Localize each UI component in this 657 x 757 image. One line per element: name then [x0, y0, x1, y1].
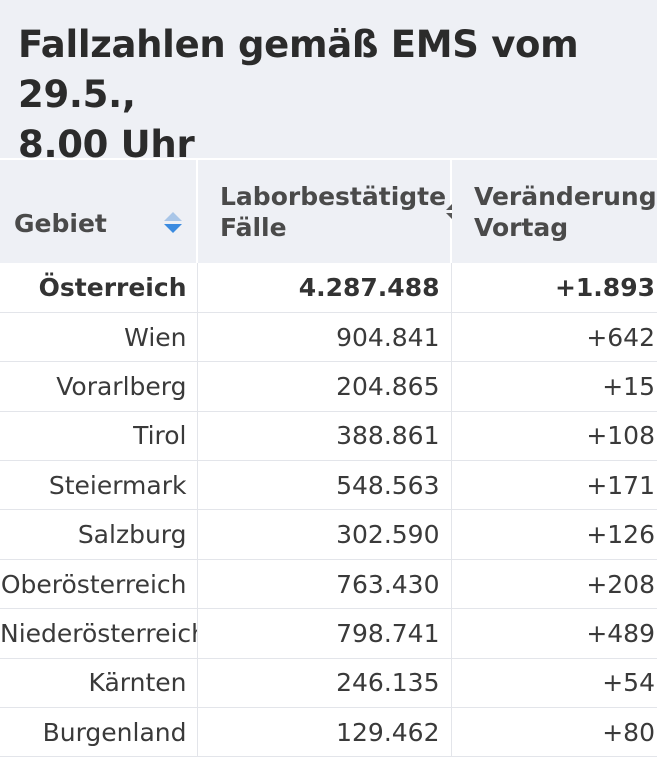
cell-veraenderung: +108 [451, 411, 657, 460]
title-area: Fallzahlen gemäß EMS vom 29.5., 8.00 Uhr [0, 0, 657, 158]
cell-veraenderung: +54 [451, 658, 657, 707]
cell-gebiet: Steiermark [0, 461, 197, 510]
cell-gebiet: Niederösterreich [0, 609, 197, 658]
table-row: Steiermark 548.563 +171 [0, 461, 657, 510]
column-header-laborbestaetigte-faelle[interactable]: Laborbestätigte Fälle [197, 159, 451, 263]
column-header-label: Laborbestätigte Fälle [220, 181, 446, 243]
cell-gebiet: Kärnten [0, 658, 197, 707]
cell-faelle: 129.462 [197, 708, 451, 757]
table-row: Niederösterreich 798.741 +489 [0, 609, 657, 658]
cell-veraenderung: +15 [451, 362, 657, 411]
cell-gebiet: Wien [0, 312, 197, 361]
page-title-line1: Fallzahlen gemäß EMS vom 29.5., [18, 23, 578, 116]
sort-ascending-icon[interactable] [162, 212, 184, 233]
table-row: Tirol 388.861 +108 [0, 411, 657, 460]
cell-faelle: 798.741 [197, 609, 451, 658]
cell-veraenderung: +171 [451, 461, 657, 510]
cell-veraenderung: +80 [451, 708, 657, 757]
table-row-total: Österreich 4.287.488 +1.893 [0, 263, 657, 312]
cell-veraenderung: +208 [451, 559, 657, 608]
cell-gebiet: Österreich [0, 263, 197, 312]
cell-faelle: 388.861 [197, 411, 451, 460]
table-row: Vorarlberg 204.865 +15 [0, 362, 657, 411]
cell-faelle: 904.841 [197, 312, 451, 361]
column-header-label: Veränderung Vortag [474, 181, 657, 243]
cell-veraenderung: +642 [451, 312, 657, 361]
cell-faelle: 204.865 [197, 362, 451, 411]
cell-faelle: 302.590 [197, 510, 451, 559]
cell-faelle: 763.430 [197, 559, 451, 608]
cell-gebiet: Vorarlberg [0, 362, 197, 411]
table-row: Burgenland 129.462 +80 [0, 708, 657, 757]
table-row: Wien 904.841 +642 [0, 312, 657, 361]
page-title: Fallzahlen gemäß EMS vom 29.5., 8.00 Uhr [18, 20, 639, 170]
table-row: Salzburg 302.590 +126 [0, 510, 657, 559]
cell-veraenderung: +1.893 [451, 263, 657, 312]
cell-gebiet: Tirol [0, 411, 197, 460]
column-header-label: Gebiet [14, 208, 107, 239]
cell-veraenderung: +489 [451, 609, 657, 658]
column-header-veraenderung-vortag[interactable]: Veränderung Vortag [451, 159, 657, 263]
column-header-gebiet[interactable]: Gebiet [0, 159, 197, 263]
table-row: Oberösterreich 763.430 +208 [0, 559, 657, 608]
cell-gebiet: Burgenland [0, 708, 197, 757]
cell-veraenderung: +126 [451, 510, 657, 559]
cell-gebiet: Salzburg [0, 510, 197, 559]
table-header-row: Gebiet Laborbestätigte Fälle [0, 159, 657, 263]
cell-faelle: 4.287.488 [197, 263, 451, 312]
cell-faelle: 246.135 [197, 658, 451, 707]
table-row: Kärnten 246.135 +54 [0, 658, 657, 707]
case-table: Gebiet Laborbestätigte Fälle [0, 158, 657, 757]
cell-faelle: 548.563 [197, 461, 451, 510]
cell-gebiet: Oberösterreich [0, 559, 197, 608]
